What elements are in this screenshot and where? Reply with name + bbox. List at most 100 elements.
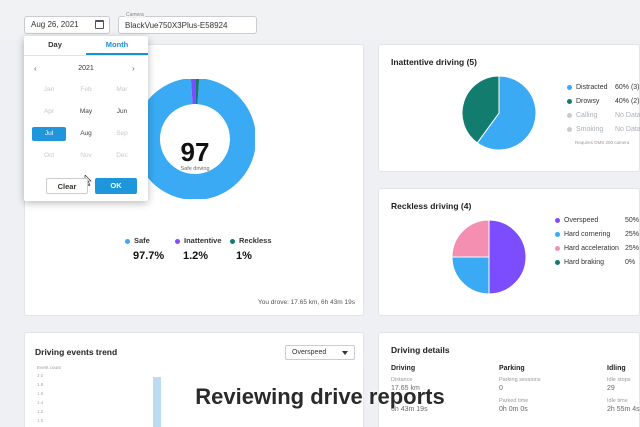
inattentive-legend-value: 40% (2) xyxy=(615,98,640,105)
pct-inattentive: 1.2% xyxy=(183,250,209,262)
inattentive-legend-dot-calling xyxy=(567,112,572,118)
donut-segment-inattentive xyxy=(190,79,196,105)
legend-safe: Safe xyxy=(125,236,150,245)
month-nov: Nov xyxy=(80,152,92,159)
details-label: Time xyxy=(391,398,404,404)
reckless-slice-overspeed xyxy=(488,219,527,295)
legend-dot-safe xyxy=(125,238,130,244)
inattentive-legend-distracted: Distracted xyxy=(567,84,608,91)
month-apr: Apr xyxy=(43,108,55,115)
reckless-legend-value: 25% xyxy=(625,245,640,252)
inattentive-footnote: Requires DMS 200 camera xyxy=(575,140,630,145)
reckless-legend-label: Hard cornering xyxy=(564,231,611,238)
next-year-icon[interactable]: › xyxy=(132,64,135,73)
reckless-legend-value: 50% xyxy=(625,217,640,224)
date-value: Aug 26, 2021 xyxy=(31,20,79,29)
inattentive-legend-dot-drowsy xyxy=(567,98,572,104)
details-value: 17.65 km xyxy=(391,385,420,392)
tab-month[interactable]: Month xyxy=(105,40,129,49)
details-label: Idle time xyxy=(607,398,628,404)
chevron-down-icon xyxy=(342,351,348,355)
camera-select[interactable]: Camera BlackVue750X3Plus-E58924 xyxy=(118,12,257,34)
video-caption: Reviewing drive reports xyxy=(195,384,445,409)
event-type-select[interactable]: Overspeed xyxy=(285,345,355,360)
details-label: Parked time xyxy=(499,398,529,404)
inattentive-title: Inattentive driving (5) xyxy=(391,57,477,67)
legend-dot-reckless xyxy=(230,238,235,244)
inattentive-legend-drowsy: Drowsy xyxy=(567,98,599,105)
trend-y-tick: 1.6 xyxy=(37,391,44,396)
driving-events-trend-card: Driving events trend Overspeed Event cou… xyxy=(24,332,364,427)
inattentive-legend-label: Drowsy xyxy=(576,98,600,105)
inattentive-legend-dot-smoking xyxy=(567,126,572,132)
clear-button[interactable]: Clear xyxy=(46,178,88,194)
details-heading-driving: Driving xyxy=(391,365,416,372)
trend-y-axis-label: Event count xyxy=(37,365,61,370)
reckless-legend-label: Hard acceleration xyxy=(564,245,619,252)
inattentive-slice-drowsy xyxy=(461,75,500,144)
inattentive-legend-label: Distracted xyxy=(576,84,608,91)
details-title: Driving details xyxy=(391,345,450,355)
pct-safe: 97.7% xyxy=(133,250,165,262)
trend-title: Driving events trend xyxy=(35,347,118,357)
safe-driving-donut xyxy=(135,79,255,199)
prev-year-icon[interactable]: ‹ xyxy=(34,64,37,73)
tab-divider xyxy=(24,55,148,56)
month-feb: Feb xyxy=(80,86,92,93)
donut-segment-safe xyxy=(135,79,255,199)
legend-dot-inattentive xyxy=(175,238,180,244)
inattentive-legend-value: No Data xyxy=(615,112,640,119)
reckless-legend-hard-braking: Hard braking xyxy=(555,259,604,266)
calendar-year: 2021 xyxy=(78,65,94,72)
month-sep: Sep xyxy=(116,130,128,137)
reckless-driving-card: Reckless driving (4) Overspeed 50% Hard co… xyxy=(378,188,640,316)
reckless-legend-dot-hard-acceleration xyxy=(555,245,560,251)
month-may[interactable]: May xyxy=(79,108,93,115)
trend-y-tick: 2.0 xyxy=(37,373,44,378)
details-heading-idling: Idling xyxy=(607,365,626,372)
month-jan: Jan xyxy=(43,86,55,93)
tab-active-indicator xyxy=(86,53,148,55)
month-oct: Oct xyxy=(43,152,55,159)
camera-label: Camera xyxy=(125,12,145,18)
details-label: Parking sessions xyxy=(499,377,541,383)
month-jul[interactable]: Jul xyxy=(32,127,66,141)
inattentive-legend-value: No Data xyxy=(615,126,640,133)
camera-value: BlackVue750X3Plus-E58924 xyxy=(125,21,228,30)
details-value: 29 xyxy=(607,385,615,392)
tab-day[interactable]: Day xyxy=(48,40,62,49)
reckless-legend-value: 0% xyxy=(625,259,636,266)
inattentive-legend-label: Calling xyxy=(576,112,598,119)
month-aug[interactable]: Aug xyxy=(80,130,92,137)
reckless-slice-hard-cornering xyxy=(451,256,490,295)
inattentive-legend-smoking: Smoking xyxy=(567,126,603,133)
inattentive-slice-distracted xyxy=(476,75,537,151)
event-type-value: Overspeed xyxy=(292,349,327,356)
legend-reckless: Reckless xyxy=(230,236,272,245)
month-jun[interactable]: Jun xyxy=(116,108,128,115)
date-picker-input[interactable]: Aug 26, 2021 xyxy=(24,16,110,34)
ok-button[interactable]: OK xyxy=(95,178,137,194)
details-label: Distance xyxy=(391,377,413,383)
reckless-legend-dot-hard-braking xyxy=(555,259,560,265)
safe-driving-score: 97 xyxy=(180,137,210,167)
reckless-legend-hard-acceleration: Hard acceleration xyxy=(555,245,619,252)
inattentive-legend-label: Smoking xyxy=(576,126,604,133)
safe-driving-score-label: Safe driving xyxy=(180,166,210,172)
details-value: 0h 0m 0s xyxy=(499,406,528,413)
reckless-legend-overspeed: Overspeed xyxy=(555,217,598,224)
calendar-icon[interactable] xyxy=(95,20,104,29)
legend-inattentive: Inattentive xyxy=(175,236,222,245)
trend-y-tick: 1.4 xyxy=(37,400,44,405)
month-picker-popup: Day Month ‹ 2021 › Jan Feb Mar Apr May Jun Jul… xyxy=(24,36,148,201)
reckless-legend-label: Hard braking xyxy=(564,259,605,266)
details-value: 2h 55m 4s xyxy=(607,406,640,413)
inattentive-legend-dot-distracted xyxy=(567,84,572,90)
reckless-legend-value: 25% xyxy=(625,231,640,238)
pct-reckless: 1% xyxy=(236,250,252,262)
inattentive-legend-calling: Calling xyxy=(567,112,597,119)
trend-bar xyxy=(153,377,161,427)
inattentive-legend-value: 60% (3) xyxy=(615,84,640,91)
reckless-legend-hard-cornering: Hard cornering xyxy=(555,231,610,238)
trend-y-tick: 1.0 xyxy=(37,418,44,423)
